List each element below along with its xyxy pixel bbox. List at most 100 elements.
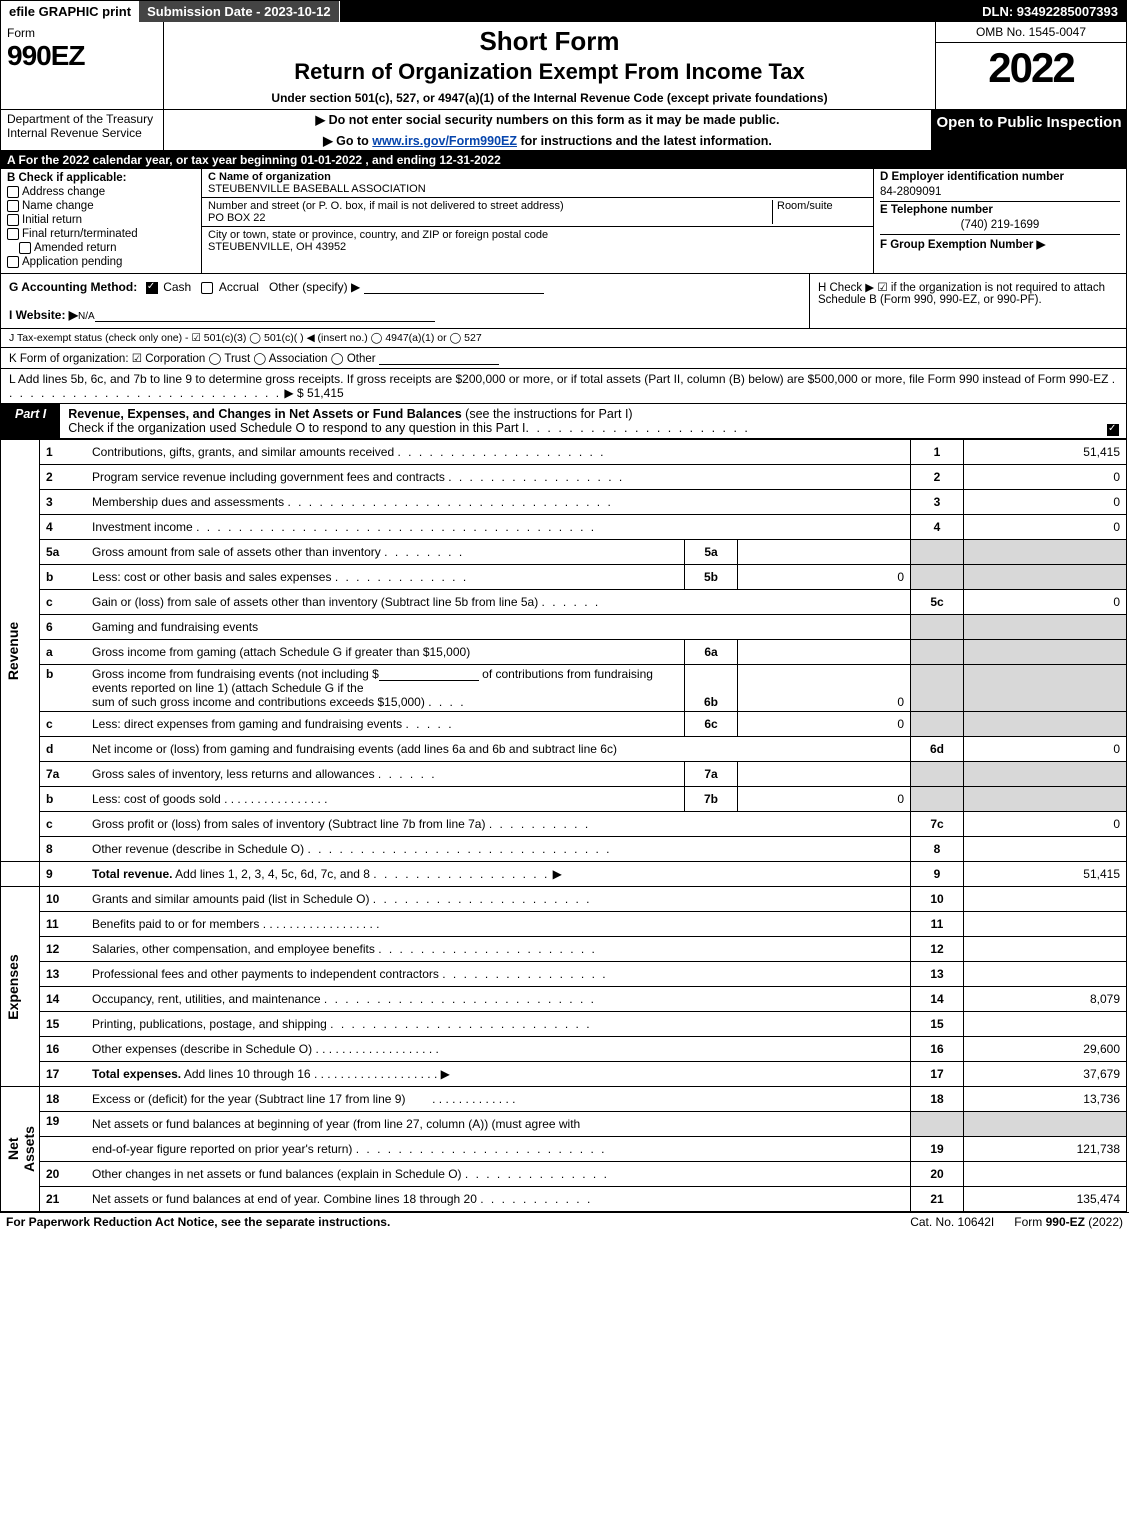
v-3: 0 — [964, 490, 1127, 515]
v-13 — [964, 962, 1127, 987]
d-16-dots: . . . . . . . . . . . . . . . . . . . — [315, 1042, 438, 1056]
chk-initial-return[interactable] — [7, 214, 19, 226]
sn-6a: 6a — [685, 640, 738, 665]
field-website[interactable] — [95, 309, 435, 322]
v-17: 37,679 — [964, 1062, 1127, 1087]
row-line-13: 13 Professional fees and other payments … — [1, 962, 1126, 987]
d-4-text: Investment income — [92, 520, 193, 534]
row-line-4: 4 Investment income . . . . . . . . . . … — [1, 515, 1126, 540]
d-10-text: Grants and similar amounts paid (list in… — [92, 892, 369, 906]
field-6b-amount[interactable] — [379, 668, 479, 681]
ln-6c-shade — [911, 712, 964, 737]
n-14: 14 — [40, 987, 87, 1012]
d-8-dots: . . . . . . . . . . . . . . . . . . . . … — [307, 842, 611, 856]
chk-address-change[interactable] — [7, 186, 19, 198]
ln-3: 3 — [911, 490, 964, 515]
d-20: Other changes in net assets or fund bala… — [86, 1162, 911, 1187]
field-other-specify[interactable] — [364, 281, 544, 294]
n-7c: c — [40, 812, 87, 837]
row-line-18: Net Assets 18 Excess or (deficit) for th… — [1, 1087, 1126, 1112]
d-7c-dots: . . . . . . . . . . — [489, 817, 590, 831]
d-18: Excess or (deficit) for the year (Subtra… — [86, 1087, 911, 1112]
chk-application-pending[interactable] — [7, 256, 19, 268]
l-gross-receipts: L Add lines 5b, 6c, and 7b to line 9 to … — [1, 369, 1126, 404]
part1-header: Part I Revenue, Expenses, and Changes in… — [1, 404, 1126, 439]
ln-8: 8 — [911, 837, 964, 862]
row-line-7b: b Less: cost of goods sold . . . . . . .… — [1, 787, 1126, 812]
d-8: Other revenue (describe in Schedule O) .… — [86, 837, 911, 862]
d-6b-text3: sum of such gross income and contributio… — [92, 695, 425, 709]
lbl-other-specify: Other (specify) ▶ — [269, 280, 360, 294]
topbar: efile GRAPHIC print Submission Date - 20… — [1, 1, 1126, 22]
row-line-8: 8 Other revenue (describe in Schedule O)… — [1, 837, 1126, 862]
dept-treasury: Department of the Treasury Internal Reve… — [1, 110, 164, 150]
d-7a-text: Gross sales of inventory, less returns a… — [92, 767, 375, 781]
d-12: Salaries, other compensation, and employ… — [86, 937, 911, 962]
goto-link[interactable]: www.irs.gov/Form990EZ — [372, 134, 517, 148]
lbl-name-change: Name change — [22, 200, 94, 212]
c-name-cell: C Name of organization STEUBENVILLE BASE… — [202, 169, 873, 198]
footer-form-ref: Form 990-EZ (2022) — [1014, 1215, 1123, 1229]
chk-cash[interactable] — [146, 282, 158, 294]
ln-12: 12 — [911, 937, 964, 962]
chk-final-return[interactable] — [7, 228, 19, 240]
row-line-10: Expenses 10 Grants and similar amounts p… — [1, 887, 1126, 912]
ln-5c: 5c — [911, 590, 964, 615]
n-6d: d — [40, 737, 87, 762]
field-k-other[interactable] — [379, 352, 499, 365]
row-line-6d: d Net income or (loss) from gaming and f… — [1, 737, 1126, 762]
v-7c: 0 — [964, 812, 1127, 837]
row-line-17: 17 Total expenses. Add lines 10 through … — [1, 1062, 1126, 1087]
ln-21: 21 — [911, 1187, 964, 1212]
n-21: 21 — [40, 1187, 87, 1212]
chk-part1-schedule-o[interactable] — [1107, 424, 1119, 436]
d-1-dots: . . . . . . . . . . . . . . . . . . . . — [397, 445, 605, 459]
f-group-label: F Group Exemption Number ▶ — [880, 235, 1120, 251]
row-line-11: 11 Benefits paid to or for members . . .… — [1, 912, 1126, 937]
v-18: 13,736 — [964, 1087, 1127, 1112]
n-12: 12 — [40, 937, 87, 962]
v-6d: 0 — [964, 737, 1127, 762]
d-13: Professional fees and other payments to … — [86, 962, 911, 987]
v-19-shade — [964, 1112, 1127, 1137]
omb-number: OMB No. 1545-0047 — [936, 22, 1126, 43]
chk-amended-return[interactable] — [19, 242, 31, 254]
n-5a: 5a — [40, 540, 87, 565]
sv-7b: 0 — [738, 787, 911, 812]
d-3: Membership dues and assessments . . . . … — [86, 490, 911, 515]
short-form-title: Short Form — [172, 26, 927, 57]
chk-accrual[interactable] — [201, 282, 213, 294]
ln-20: 20 — [911, 1162, 964, 1187]
part1-label: Part I — [1, 404, 60, 438]
n-18: 18 — [40, 1087, 87, 1112]
sv-6c: 0 — [738, 712, 911, 737]
d-2-dots: . . . . . . . . . . . . . . . . . — [448, 470, 624, 484]
vert-spacer-9 — [1, 862, 40, 887]
ln-6a-shade — [911, 640, 964, 665]
d-18-text: Excess or (deficit) for the year (Subtra… — [92, 1092, 405, 1106]
d-7b: Less: cost of goods sold . . . . . . . .… — [86, 787, 685, 812]
v-6-shade — [964, 615, 1127, 640]
ln-1: 1 — [911, 440, 964, 465]
part1-title-paren: (see the instructions for Part I) — [462, 407, 633, 421]
d-16: Other expenses (describe in Schedule O) … — [86, 1037, 911, 1062]
j-tax-exempt-status: J Tax-exempt status (check only one) - ☑… — [1, 329, 1126, 348]
footer-form-bold: 990-EZ — [1046, 1215, 1085, 1229]
n-7a: 7a — [40, 762, 87, 787]
e-tel-label: E Telephone number — [880, 202, 1120, 216]
c-city-cell: City or town, state or province, country… — [202, 227, 873, 255]
v-9: 51,415 — [964, 862, 1127, 887]
d-14: Occupancy, rent, utilities, and maintena… — [86, 987, 911, 1012]
n-15: 15 — [40, 1012, 87, 1037]
v-21: 135,474 — [964, 1187, 1127, 1212]
d-15-text: Printing, publications, postage, and shi… — [92, 1017, 327, 1031]
sn-6c: 6c — [685, 712, 738, 737]
part1-lines-table: Revenue 1 Contributions, gifts, grants, … — [1, 439, 1126, 1211]
n-7b: b — [40, 787, 87, 812]
ln-9: 9 — [911, 862, 964, 887]
chk-name-change[interactable] — [7, 200, 19, 212]
dept-line-1: Department of the Treasury — [7, 112, 153, 126]
footer-cat-no: Cat. No. 10642I — [890, 1215, 1014, 1229]
vert-expenses: Expenses — [1, 887, 40, 1087]
c-street-cell: Number and street (or P. O. box, if mail… — [202, 198, 873, 227]
